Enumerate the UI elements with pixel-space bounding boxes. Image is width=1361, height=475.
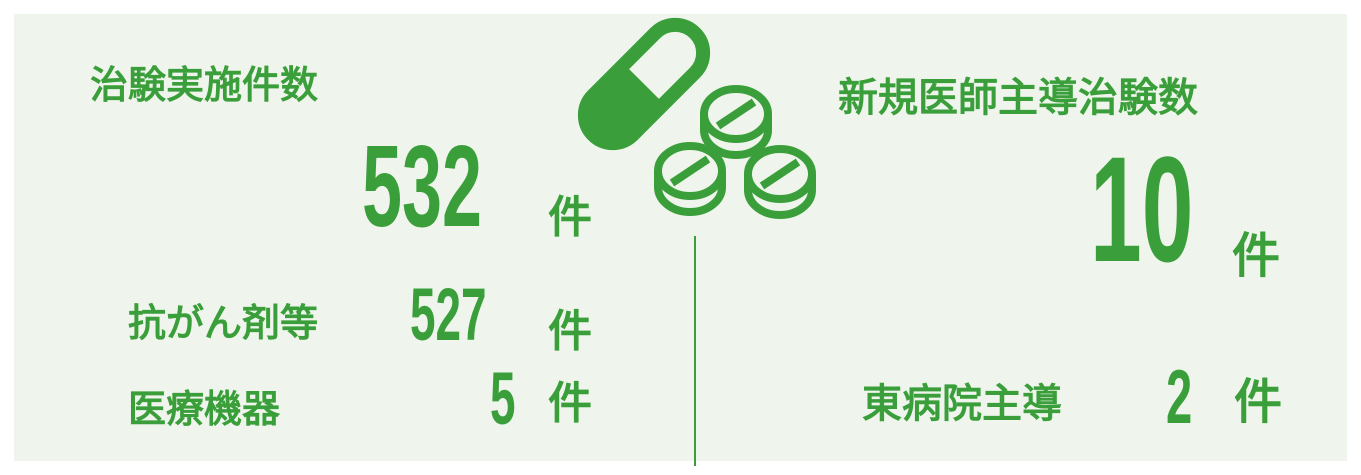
left-row-label-1: 抗がん剤等 — [128, 301, 319, 345]
left-row-unit-2: 件 — [548, 378, 592, 429]
left-total-unit: 件 — [548, 192, 592, 243]
right-total-value: 10 — [1090, 125, 1194, 293]
left-title: 治験実施件数 — [90, 63, 319, 107]
left-row-unit-1: 件 — [548, 306, 592, 357]
left-row-value-1: 527 — [410, 273, 487, 356]
right-row-unit-1: 件 — [1234, 374, 1283, 430]
pills-capsule-icon — [577, 17, 816, 219]
left-total-value: 532 — [362, 121, 482, 251]
center-divider — [694, 236, 696, 466]
left-row-label-2: 医療機器 — [128, 387, 281, 431]
left-row-value-2: 5 — [490, 357, 516, 440]
right-row-value-1: 2 — [1166, 355, 1193, 440]
right-title: 新規医師主導治験数 — [838, 75, 1198, 121]
right-row-label-1: 東病院主導 — [862, 381, 1062, 427]
right-total-unit: 件 — [1232, 228, 1281, 284]
